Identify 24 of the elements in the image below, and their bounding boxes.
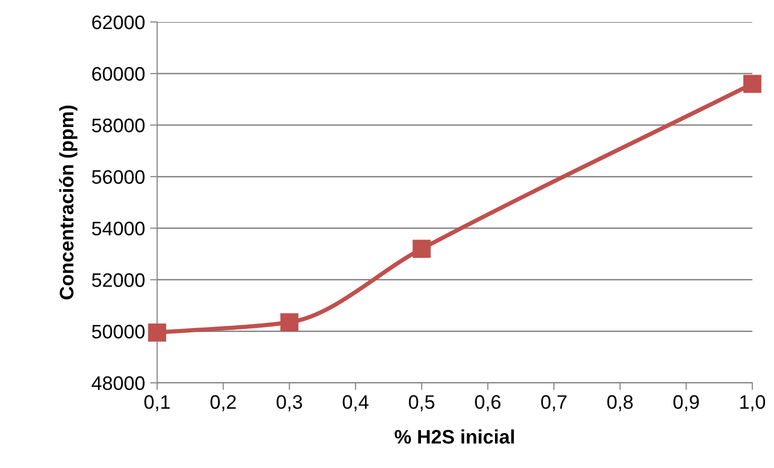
x-tick-label: 0,7 bbox=[541, 395, 566, 412]
y-tick-label: 54000 bbox=[92, 222, 145, 236]
y-axis-title: Concentración (ppm) bbox=[59, 106, 78, 300]
point bbox=[743, 74, 762, 93]
x-tick-label: 0,6 bbox=[475, 395, 500, 412]
y-tick-label: 62000 bbox=[92, 15, 145, 30]
y-tick-label: 52000 bbox=[92, 273, 145, 287]
x-tick-label: 1,0 bbox=[740, 395, 766, 412]
point bbox=[148, 324, 166, 342]
y-tick-label: 58000 bbox=[92, 118, 145, 132]
y-tick-label: 56000 bbox=[92, 170, 145, 184]
point bbox=[412, 240, 431, 258]
x-axis-title: % H2S inicial bbox=[394, 429, 514, 444]
x-tick-label: 0,3 bbox=[276, 395, 302, 412]
y-tick-label: 60000 bbox=[92, 67, 145, 81]
y-tick-label: 48000 bbox=[92, 376, 145, 390]
x-tick-label: 0,9 bbox=[673, 395, 699, 412]
x-tick-label: 0,2 bbox=[210, 395, 236, 412]
y-tick-label: 50000 bbox=[92, 324, 145, 339]
x-tick-label: 0,8 bbox=[607, 395, 633, 412]
point bbox=[280, 313, 298, 332]
x-tick-label: 0,4 bbox=[342, 395, 368, 412]
x-tick-label: 0,1 bbox=[144, 395, 170, 412]
x-tick-label: 0,5 bbox=[408, 395, 434, 412]
